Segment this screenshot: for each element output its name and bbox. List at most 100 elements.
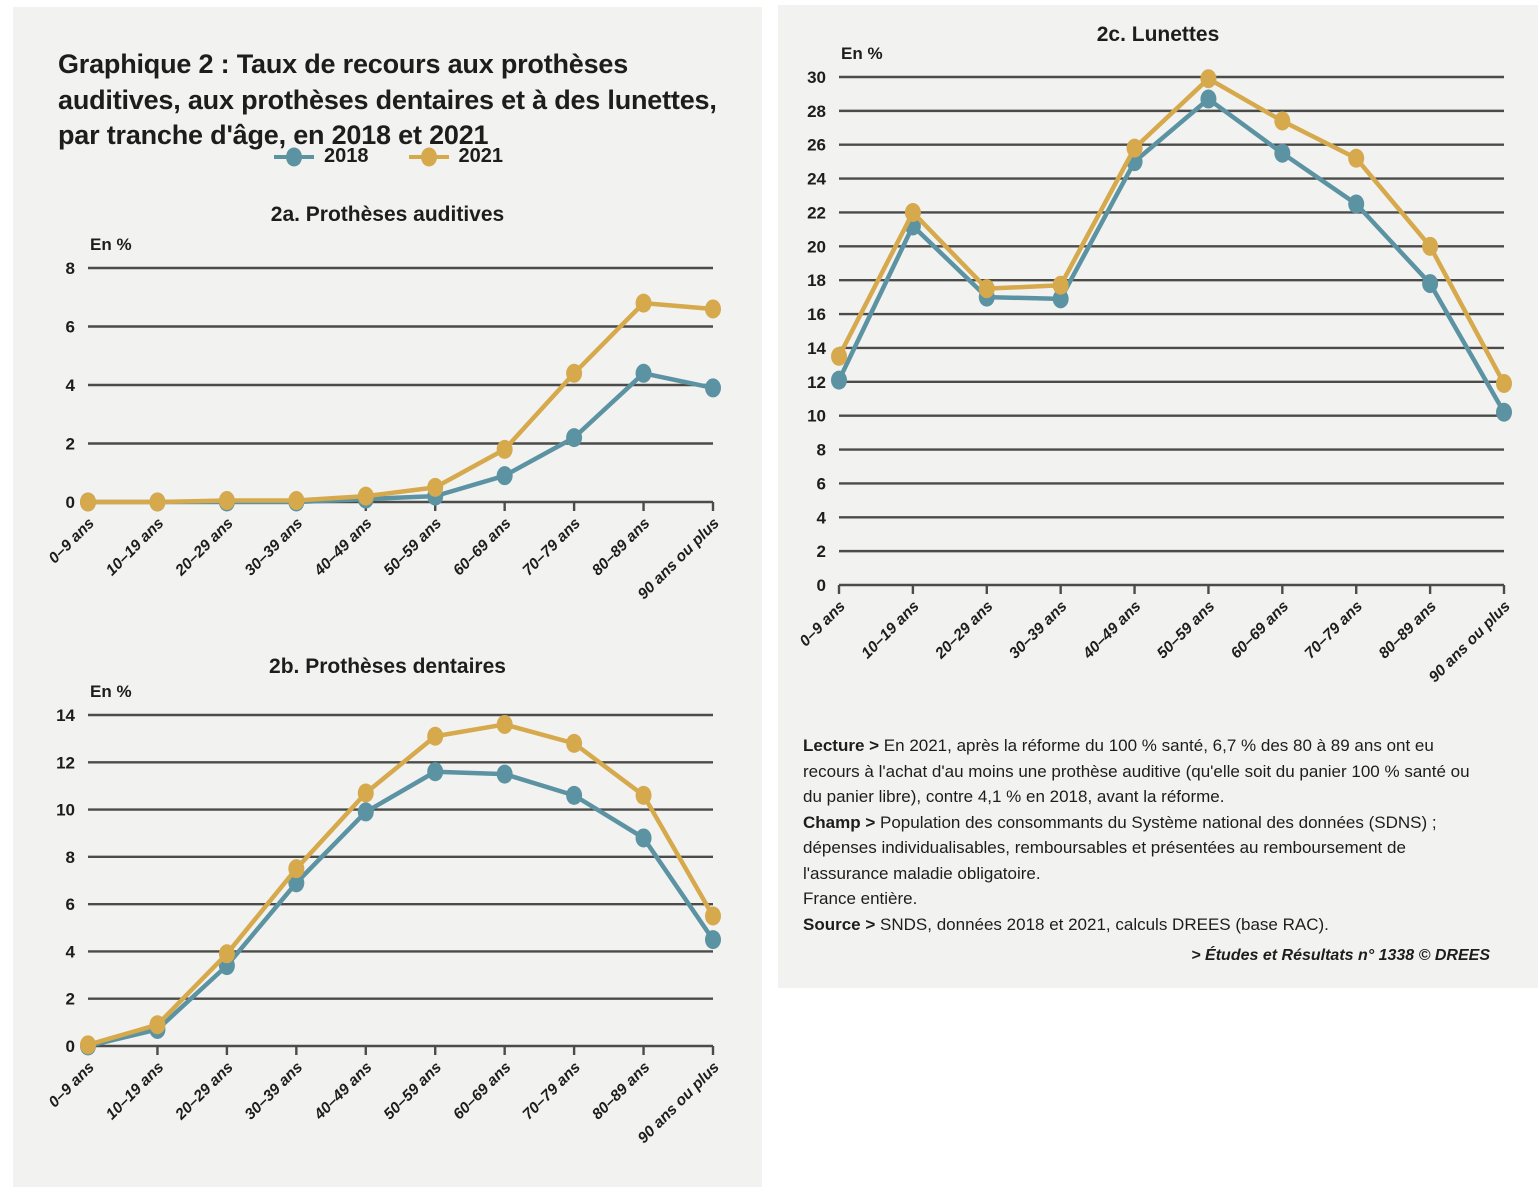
series-line-2018 <box>836 96 1507 415</box>
data-point-2018 <box>566 785 583 805</box>
y-tick-label: 8 <box>66 848 75 867</box>
data-point-2021 <box>80 1035 96 1055</box>
x-tick-label: 80–89 ans <box>1376 598 1441 663</box>
y-tick-label: 10 <box>807 407 826 426</box>
data-point-2021 <box>496 439 513 459</box>
data-point-2021 <box>427 726 444 746</box>
note-champ: Champ > Population des consommants du Sy… <box>803 810 1483 887</box>
data-point-2018 <box>1496 402 1512 422</box>
x-tick-label: 60–69 ans <box>1228 598 1293 663</box>
data-point-2018 <box>427 762 444 782</box>
data-point-2021 <box>496 714 513 734</box>
y-tick-label: 4 <box>66 942 76 961</box>
legend-label-2021: 2021 <box>458 145 504 167</box>
x-tick-label: 40–49 ans <box>310 1059 375 1124</box>
y-tick-label: 22 <box>807 203 826 222</box>
x-tick-label: 60–69 ans <box>450 1059 515 1124</box>
line-dot-marker-icon <box>274 147 314 166</box>
data-point-2018 <box>357 802 374 822</box>
x-tick-label: 70–79 ans <box>520 1059 585 1124</box>
y-tick-label: 24 <box>807 170 826 189</box>
note-text: En 2021, après la réforme du 100 % santé… <box>803 736 1470 806</box>
x-tick-label: 20–29 ans <box>931 598 996 663</box>
data-point-2018 <box>1348 194 1365 214</box>
y-axis-unit-label: En % <box>90 235 132 254</box>
data-point-2021 <box>218 944 235 964</box>
x-tick-label: 70–79 ans <box>520 515 585 580</box>
data-point-2021 <box>357 783 374 803</box>
legend-dot <box>286 147 302 166</box>
data-point-2021 <box>149 492 166 512</box>
chart-2b-plot: En % 0 2 4 6 8 10 12 14 0–9 ans 10–19 ans 20–29 ans… <box>46 682 724 1147</box>
right-panel: 2c. Lunettes En % 0 2 4 6 8 10 12 14 16 18 20 22 24 26… <box>778 5 1538 988</box>
data-point-2018 <box>566 428 583 448</box>
note-label: Source > <box>803 914 876 934</box>
data-point-2018 <box>705 930 721 950</box>
x-tick-label: 30–39 ans <box>1006 598 1071 663</box>
legend-item-2018: 2018 <box>272 145 369 168</box>
y-tick-label: 14 <box>56 706 75 725</box>
data-point-2021 <box>357 486 374 506</box>
data-point-2021 <box>1422 236 1439 256</box>
data-point-2018 <box>1200 89 1217 109</box>
data-point-2021 <box>705 299 721 319</box>
y-tick-label: 16 <box>807 305 826 324</box>
y-tick-label: 26 <box>807 136 826 155</box>
data-point-2021 <box>80 492 96 512</box>
legend-label-2018: 2018 <box>324 145 369 167</box>
data-point-2021 <box>566 363 583 383</box>
y-tick-label: 0 <box>817 576 826 595</box>
data-point-2021 <box>635 293 652 313</box>
note-text: Population des consommants du Système na… <box>803 812 1437 883</box>
footer-credit: > Études et Résultats n° 1338 © DREES <box>1191 947 1490 964</box>
data-point-2018 <box>496 764 513 784</box>
note-text: SNDS, données 2018 et 2021, calculs DREE… <box>880 914 1329 934</box>
x-tick-label: 0–9 ans <box>46 1059 99 1112</box>
y-tick-label: 6 <box>817 474 826 493</box>
note-label: Lecture > <box>803 736 880 755</box>
y-tick-label: 2 <box>66 990 75 1009</box>
x-tick-label: 30–39 ans <box>242 1059 307 1124</box>
data-point-2018 <box>831 370 847 390</box>
x-tick-label: 0–9 ans <box>797 598 850 651</box>
y-tick-label: 30 <box>807 68 826 87</box>
chart-2a-plot: En % 0 2 4 6 8 0–9 ans 10–19 ans 20–29 ans 30–39 … <box>46 235 724 603</box>
data-point-2021 <box>635 785 652 805</box>
note-text: France entière. <box>803 889 918 908</box>
x-tick-label: 10–19 ans <box>858 598 923 663</box>
y-tick-label: 6 <box>66 895 75 914</box>
y-tick-label: 4 <box>66 376 76 395</box>
y-tick-label: 0 <box>66 493 75 512</box>
y-tick-label: 12 <box>807 373 826 392</box>
data-point-2021 <box>831 346 847 366</box>
data-point-2021 <box>149 1015 166 1035</box>
legend-item-2021: 2021 <box>407 145 504 168</box>
series-line-2021 <box>85 300 716 505</box>
data-point-2021 <box>427 477 444 497</box>
y-tick-label: 12 <box>56 753 75 772</box>
x-tick-label: 80–89 ans <box>589 1059 654 1124</box>
x-tick-label: 10–19 ans <box>103 1059 168 1124</box>
data-point-2021 <box>1200 69 1217 89</box>
data-point-2018 <box>288 873 305 893</box>
note-source: Source > SNDS, données 2018 et 2021, cal… <box>803 912 1483 938</box>
line-dot-marker-icon <box>408 147 449 166</box>
x-tick-label: 0–9 ans <box>46 515 99 568</box>
y-tick-label: 28 <box>807 102 826 121</box>
data-point-2018 <box>496 466 513 486</box>
data-point-2018 <box>635 363 652 383</box>
x-tick-label: 50–59 ans <box>1154 598 1219 663</box>
notes-block: Lecture > En 2021, après la réforme du 1… <box>803 733 1483 937</box>
x-tick-label: 50–59 ans <box>381 1059 446 1124</box>
y-tick-label: 18 <box>807 271 826 290</box>
y-tick-label: 0 <box>66 1037 75 1056</box>
y-tick-label: 20 <box>807 237 826 256</box>
data-point-2021 <box>288 859 305 879</box>
chart-2c-title: 2c. Lunettes <box>1096 23 1220 46</box>
y-axis-unit-label: En % <box>841 44 883 63</box>
y-tick-label: 6 <box>66 318 75 337</box>
x-tick-label: 20–29 ans <box>172 1059 237 1124</box>
x-tick-label: 50–59 ans <box>381 515 446 580</box>
data-point-2018 <box>1052 289 1069 309</box>
